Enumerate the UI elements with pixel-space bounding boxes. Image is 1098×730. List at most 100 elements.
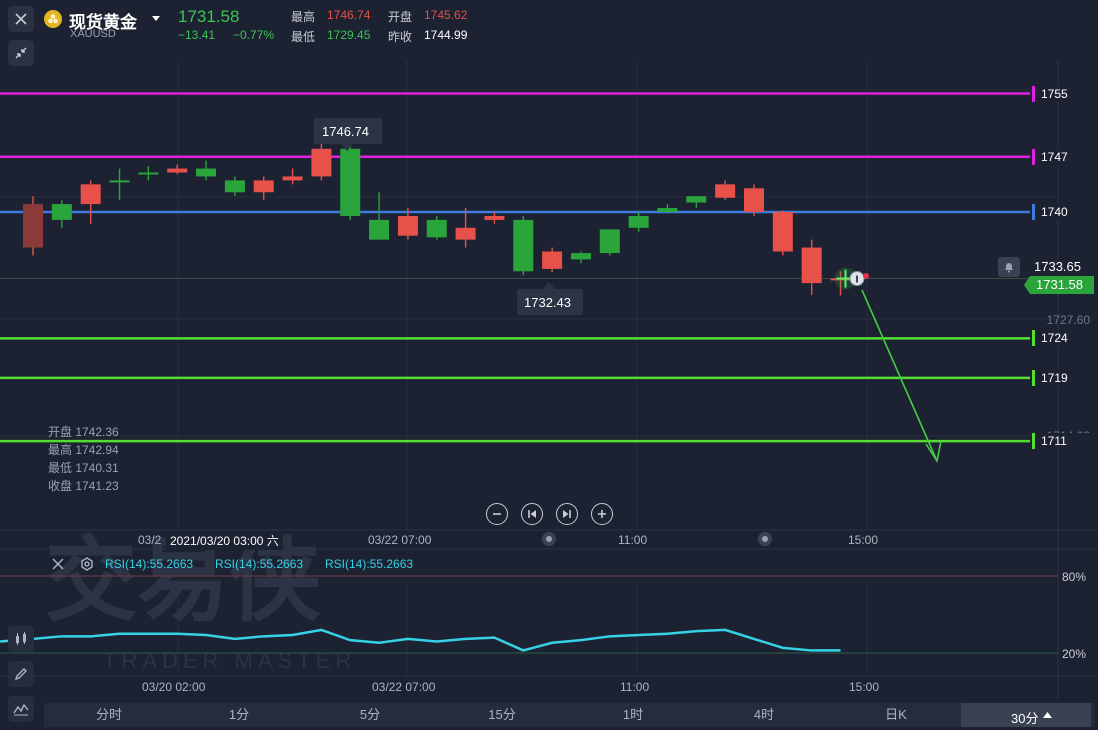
rsi-label-2: RSI(14):55.2663 xyxy=(215,557,304,571)
scroll-dot-1[interactable] xyxy=(542,532,556,546)
current-price-tag-text: 1731.58 xyxy=(1036,277,1083,292)
timeframe-selected[interactable]: 30分 xyxy=(961,703,1091,727)
high-callout-text: 1746.74 xyxy=(322,124,369,139)
candle-body xyxy=(51,204,72,220)
timeframe-fenshi[interactable]: 分时 xyxy=(95,707,122,722)
rsi-line xyxy=(0,628,841,652)
lower-xaxis-label-3: 11:00 xyxy=(620,680,650,694)
candlestick-icon xyxy=(16,632,26,645)
ohlc-low: 最低 1740.31 xyxy=(48,461,119,475)
close-icon xyxy=(52,558,64,570)
candle-body xyxy=(599,229,620,254)
candle-body xyxy=(772,212,793,252)
symbol-code: XAUUSD xyxy=(70,28,116,40)
settings-icon xyxy=(81,557,93,571)
rsi-label-1: RSI(14):55.2663 xyxy=(105,557,194,571)
trend-arrow-line xyxy=(861,289,938,462)
candle-body xyxy=(311,148,332,177)
zoom-in-button[interactable] xyxy=(591,503,613,525)
lower-xaxis-label-1: 03/20 02:00 xyxy=(142,680,206,694)
collapse-button[interactable] xyxy=(8,40,34,66)
pencil-icon xyxy=(14,668,27,681)
candle-body xyxy=(801,247,822,284)
low-callout-text: 1732.43 xyxy=(524,295,571,310)
prevclose-label: 昨收 xyxy=(388,30,413,44)
candle-body xyxy=(715,184,736,198)
timeframe-4h[interactable]: 4时 xyxy=(753,707,775,722)
trend-arrow-head xyxy=(925,440,942,464)
timeframe-5min[interactable]: 5分 xyxy=(359,707,381,722)
level-label[interactable]: 1755 xyxy=(1032,85,1094,102)
alert-bell-button[interactable] xyxy=(998,257,1020,277)
upper-xaxis-label-1: 03/22 07:00 xyxy=(368,533,432,547)
price-change-pct: −0.77% xyxy=(233,28,275,42)
level-label[interactable]: 1740 xyxy=(1032,204,1094,220)
timeframe-1h[interactable]: 1时 xyxy=(622,707,644,722)
open-value: 1745.62 xyxy=(424,8,468,22)
alert-price-label: 1733.65 xyxy=(1026,259,1092,275)
candle-body xyxy=(397,215,418,236)
collapse-icon xyxy=(15,47,27,59)
timeframe-bar: 分时 1分 5分 15分 1时 4时 日K 30分 xyxy=(44,703,1094,727)
ohlc-panel: 开盘 1742.36 最高 1742.94 最低 1740.31 收盘 1741… xyxy=(48,423,119,495)
lower-xaxis-label-2: 03/22 07:00 xyxy=(372,680,436,694)
indicator-button[interactable] xyxy=(8,696,34,722)
current-price-tag: 1731.58 xyxy=(1024,276,1094,294)
level-label[interactable]: 1747 xyxy=(1032,148,1094,165)
candle-body xyxy=(686,196,707,203)
candle-body xyxy=(455,227,476,240)
close-icon xyxy=(15,13,27,25)
candle-body xyxy=(138,172,159,175)
timeframe-15min[interactable]: 15分 xyxy=(488,707,516,722)
zoom-out-button[interactable] xyxy=(486,503,508,525)
candle-body xyxy=(369,219,390,240)
caret-up-icon xyxy=(1043,712,1052,718)
gold-coin-icon xyxy=(44,10,62,28)
high-label: 最高 xyxy=(291,10,316,24)
lower-xaxis-label-4: 15:00 xyxy=(849,680,880,694)
crosshair-time-prefix: 03/2 xyxy=(138,533,162,547)
prevclose-value: 1744.99 xyxy=(424,28,468,42)
low-value: 1729.45 xyxy=(327,28,371,42)
high-callout-pointer xyxy=(341,144,353,151)
crosshair-time-label: 2021/03/20 03:00 六 xyxy=(166,531,283,550)
ohlc-close: 收盘 1741.23 xyxy=(48,479,119,493)
upper-xaxis-label-2: 11:00 xyxy=(618,533,648,547)
candle-style-button[interactable] xyxy=(8,626,34,652)
minus-icon xyxy=(493,513,501,515)
indicator-settings-button[interactable] xyxy=(79,556,95,572)
candle-body xyxy=(628,215,649,228)
close-chart-button[interactable] xyxy=(8,6,34,32)
symbol-name: 现货黄金 xyxy=(69,13,137,32)
scroll-to-end-button[interactable] xyxy=(556,503,578,525)
candle-body xyxy=(542,251,563,269)
candle-body xyxy=(426,219,447,238)
timeframe-1min[interactable]: 1分 xyxy=(228,707,250,722)
alert-dot xyxy=(863,273,869,279)
caret-down-icon xyxy=(152,16,160,21)
low-callout-pointer xyxy=(543,282,555,289)
level-label[interactable]: 1724 xyxy=(1032,330,1094,347)
level-label[interactable]: 1711 xyxy=(1032,433,1094,450)
price-change: −13.41 xyxy=(178,28,216,42)
timeframe-daily[interactable]: 日K xyxy=(885,707,907,722)
candle-body xyxy=(657,208,678,212)
line-chart-icon xyxy=(13,703,29,716)
high-value: 1746.74 xyxy=(327,8,371,22)
candle-body xyxy=(513,219,534,272)
candle-body xyxy=(23,204,43,248)
symbol-selector[interactable]: 现货黄金 XAUUSD xyxy=(44,6,164,42)
level-label[interactable]: 1719 xyxy=(1032,369,1094,386)
skip-back-icon xyxy=(528,510,536,518)
candle-body xyxy=(167,168,188,173)
candle-body xyxy=(224,180,245,193)
high-callout: 1746.74 xyxy=(314,118,382,144)
candle-body xyxy=(340,148,361,216)
ohlc-high: 最高 1742.94 xyxy=(48,443,119,457)
draw-tool-button[interactable] xyxy=(8,661,34,687)
scroll-dot-2[interactable] xyxy=(758,532,772,546)
candle-body xyxy=(253,180,274,193)
scroll-to-start-button[interactable] xyxy=(521,503,543,525)
close-indicator-button[interactable] xyxy=(50,556,66,572)
